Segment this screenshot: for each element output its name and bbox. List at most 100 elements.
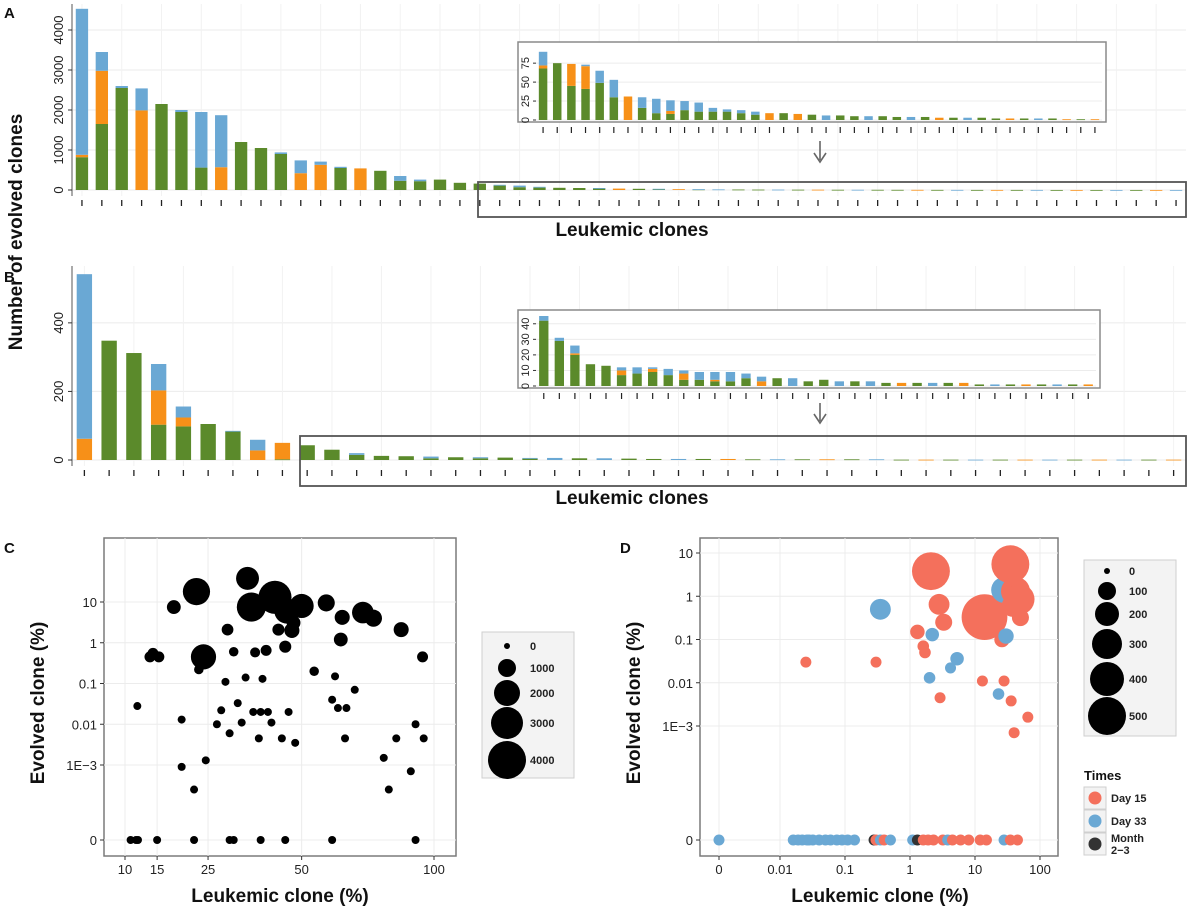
inset-bar-segment-green [881,382,891,386]
data-point [289,593,314,619]
inset-bar-segment-green [920,116,930,120]
bar-segment-green [472,458,489,460]
bar-segment-orange [150,390,167,425]
inset-bar-segment-orange [765,113,774,120]
bar-segment-green [992,459,1009,461]
bar-segment-green [571,458,588,460]
size-legend-key [1088,697,1126,735]
size-legend-label: 300 [1129,639,1147,651]
bar-segment-orange [135,110,148,190]
inset-bar-segment-green [1005,384,1016,386]
inset-bar-segment-blue [990,384,1000,386]
data-point [328,695,337,704]
size-legend-label: 200 [1129,609,1147,621]
data-point [284,707,293,716]
data-point [334,609,350,625]
data-point [393,622,409,638]
bar-segment-green [844,459,860,461]
data-point [800,656,812,668]
bar-segment-green [943,459,959,461]
bar-segment-orange [990,189,1004,191]
y-tick-label: 10 [679,546,693,561]
data-point [212,720,221,729]
inset-bar-segment-green [1068,384,1078,386]
bar-segment-orange [95,70,109,124]
inset-bar-segment-green [710,381,720,386]
inset-bar-segment-blue [1034,118,1043,120]
inset-bar-segment-blue [928,382,938,386]
data-point [221,677,230,686]
y-tick-label: 0 [51,186,66,193]
bar-segment-blue [772,189,785,191]
data-point [182,577,211,606]
bar-segment-blue [423,456,439,459]
bar-segment-blue [249,439,266,451]
bar-segment-green [522,458,538,460]
inset-bar-segment-orange [1005,118,1015,120]
inset-bar-segment-orange [1021,384,1031,386]
inset-bar-segment-green [663,375,673,386]
inset-bar-segment-orange [1062,119,1071,121]
bar-segment-green [225,431,241,460]
inset-bar-segment-green [772,378,782,386]
inset-bar-segment-orange [538,65,548,69]
panel-d-letter: D [620,540,631,557]
bar-segment-green [871,189,884,191]
bar-segment-green [394,180,407,190]
data-point [267,718,276,727]
inset-bar-segment-green [803,381,813,386]
inset-bar-segment-blue [632,367,642,374]
size-legend-label: 0 [530,641,536,653]
bar-segment-green [970,189,984,191]
inset-bar-segment-green [1048,118,1057,120]
bar-segment-blue [513,185,526,188]
bar-segment-blue [294,160,307,174]
y-tick-label: 10 [83,595,97,610]
data-point [884,834,896,846]
data-point [935,613,953,631]
shared-y-axis-title: Number of evolved clones [6,114,27,351]
data-point [417,651,429,663]
data-point [291,738,300,747]
data-point [317,594,335,612]
inset-bar-segment-blue [710,372,720,380]
bar-segment-blue [522,457,538,459]
data-point [201,756,210,765]
data-point [979,611,1001,633]
bar-segment-orange [672,189,685,190]
inset-bar-segment-orange [648,368,658,372]
inset-bar-segment-green [567,85,576,120]
inset-bar-segment-green [850,381,860,386]
size-legend-key [491,707,523,739]
data-point [1011,609,1029,627]
bar-segment-green [150,424,167,460]
bar-segment-orange [294,173,307,190]
panel-c-letter: C [4,540,15,557]
bar-segment-green [423,458,439,460]
data-point [286,615,301,630]
panel-a-x-axis-title: Leukemic clones [555,220,708,241]
inset-bar-segment-green [648,372,658,386]
inset-bar-segment-green [725,381,736,386]
inset-bar-segment-green [585,364,596,386]
y-tick-label: 0.1 [675,633,693,648]
inset-bar-segment-blue [538,51,548,66]
data-point [411,836,420,844]
inset-bar-segment-green [694,111,703,120]
inset-bar-segment-blue [609,79,619,98]
inset-bar-segment-blue [708,107,718,112]
inset-y-tick-label: 10 [520,364,532,376]
data-point [333,704,342,713]
data-point [406,767,415,776]
inset-bar-segment-blue [694,102,703,112]
data-point [910,624,925,640]
inset-bar-segment-green [1076,119,1086,121]
inset-bar-segment-green [616,375,627,386]
inset-bar-segment-blue [906,116,916,120]
bar-segment-green [115,88,128,190]
bar-segment-green [373,455,390,460]
y-tick-label: 3000 [51,56,66,85]
data-point [945,662,957,674]
color-legend-swatch [1088,814,1102,828]
bar-segment-blue [652,188,666,190]
